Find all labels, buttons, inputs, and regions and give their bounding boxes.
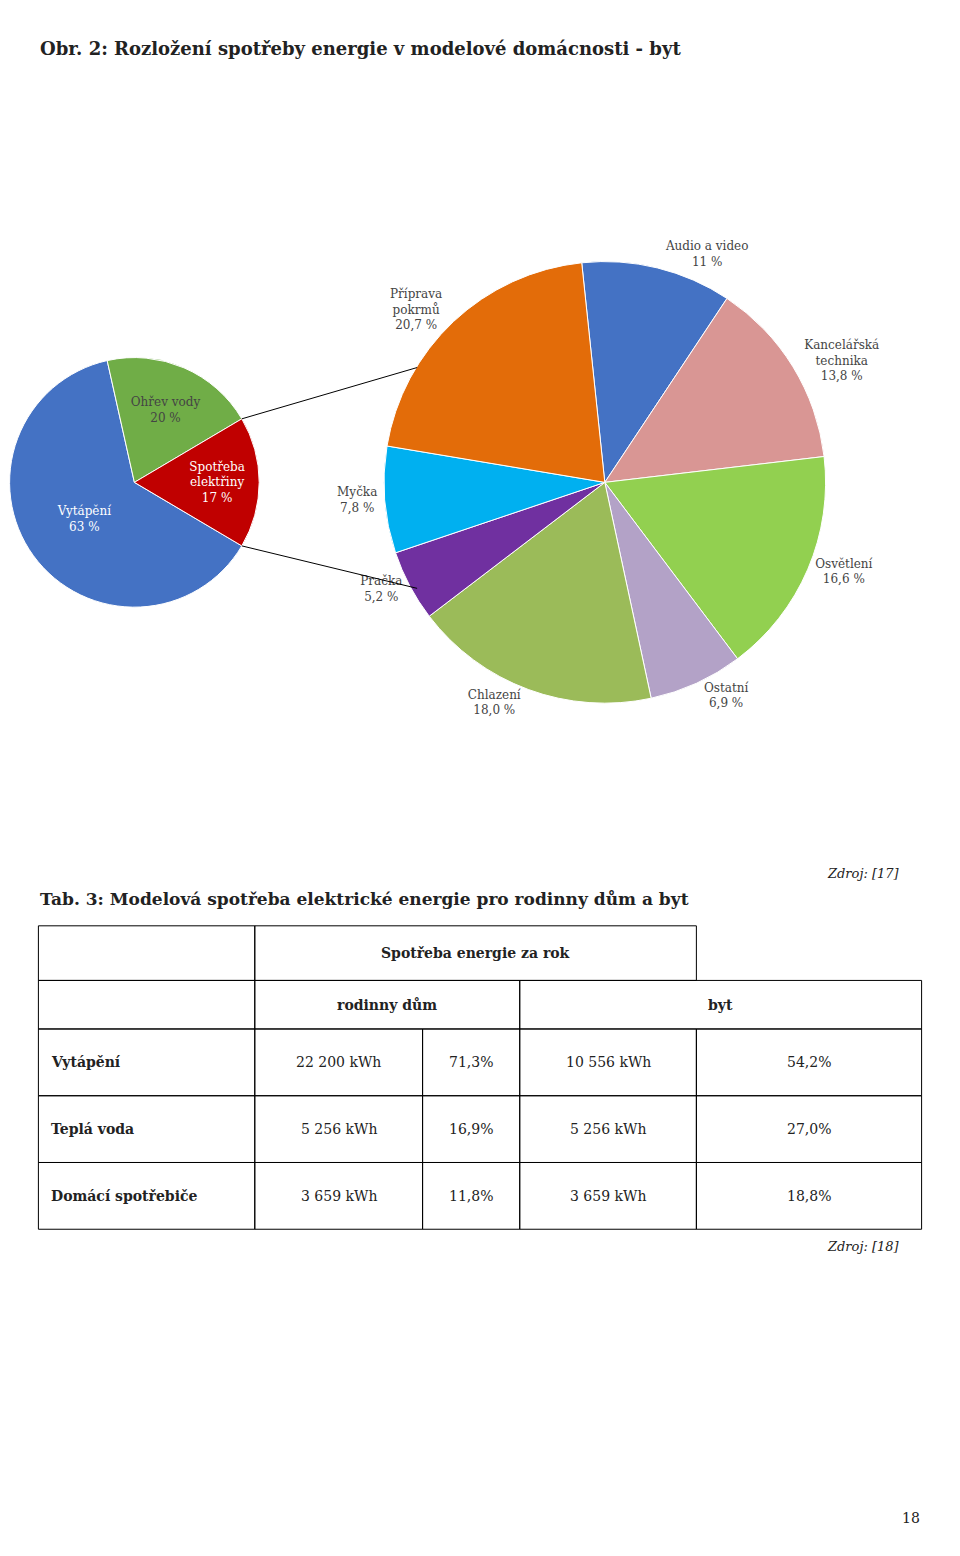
svg-text:Obr. 2: Rozložení spotřeby ene: Obr. 2: Rozložení spotřeby energie v mod… — [40, 38, 681, 59]
svg-text:byt: byt — [708, 997, 733, 1013]
svg-text:3 659 kWh: 3 659 kWh — [301, 1188, 377, 1204]
svg-text:Zdroj: [18]: Zdroj: [18] — [827, 1239, 900, 1254]
svg-text:rodinny dům: rodinny dům — [337, 997, 437, 1013]
svg-text:16,9%: 16,9% — [449, 1121, 493, 1137]
svg-text:Audio a video11 %: Audio a video11 % — [665, 239, 749, 269]
svg-text:3 659 kWh: 3 659 kWh — [570, 1188, 646, 1204]
svg-text:Chlazení18,0 %: Chlazení18,0 % — [468, 688, 521, 718]
svg-text:Vytápění: Vytápění — [51, 1054, 121, 1070]
svg-text:Tab. 3: Modelová spotřeba elek: Tab. 3: Modelová spotřeba elektrické ene… — [40, 889, 689, 909]
svg-text:Ohřev vody20 %: Ohřev vody20 % — [131, 395, 201, 425]
svg-text:Myčka7,8 %: Myčka7,8 % — [337, 485, 377, 515]
svg-text:Domácí spotřebiče: Domácí spotřebiče — [51, 1188, 197, 1204]
svg-text:Spotřeba energie za rok: Spotřeba energie za rok — [381, 945, 570, 961]
svg-text:22 200 kWh: 22 200 kWh — [296, 1054, 381, 1070]
svg-text:Přípravapokrmů20,7 %: Přípravapokrmů20,7 % — [390, 287, 442, 332]
svg-text:5 256 kWh: 5 256 kWh — [570, 1121, 646, 1137]
svg-text:5 256 kWh: 5 256 kWh — [301, 1121, 377, 1137]
svg-text:27,0%: 27,0% — [787, 1121, 831, 1137]
svg-text:Osvětlení16,6 %: Osvětlení16,6 % — [815, 557, 872, 587]
svg-text:Kancelářskátechnika13,8 %: Kancelářskátechnika13,8 % — [804, 338, 879, 383]
svg-text:54,2%: 54,2% — [787, 1054, 831, 1070]
svg-text:Spotřebaelektřiny17 %: Spotřebaelektřiny17 % — [189, 460, 245, 505]
svg-text:Vytápění63 %: Vytápění63 % — [57, 504, 111, 534]
svg-text:11,8%: 11,8% — [449, 1188, 493, 1204]
svg-text:18: 18 — [902, 1510, 920, 1526]
svg-text:10 556 kWh: 10 556 kWh — [566, 1054, 651, 1070]
svg-text:Zdroj: [17]: Zdroj: [17] — [827, 866, 900, 881]
svg-text:Teplá voda: Teplá voda — [51, 1121, 134, 1137]
svg-text:18,8%: 18,8% — [787, 1188, 831, 1204]
svg-text:Pračka5,2 %: Pračka5,2 % — [360, 574, 402, 604]
svg-text:71,3%: 71,3% — [449, 1054, 493, 1070]
svg-text:Ostatní6,9 %: Ostatní6,9 % — [704, 681, 749, 711]
